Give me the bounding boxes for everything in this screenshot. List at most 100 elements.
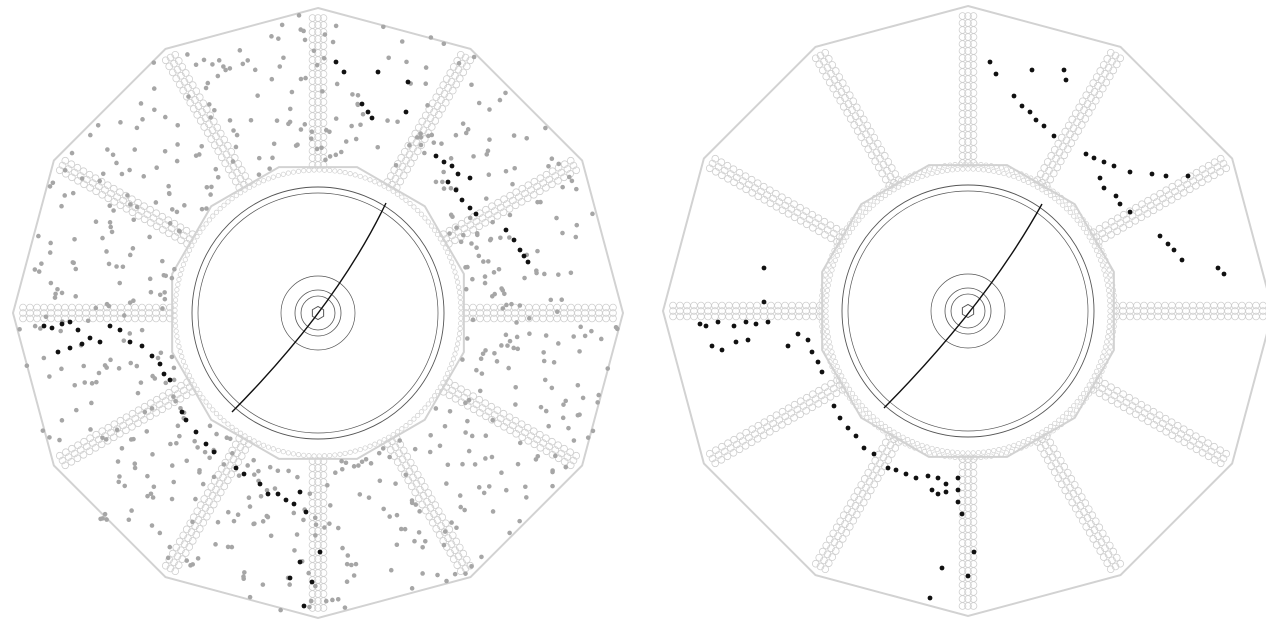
detector-cell	[883, 447, 891, 456]
detector-cell	[73, 454, 82, 463]
detector-cell	[563, 453, 572, 461]
detector-cell	[463, 216, 472, 225]
detector-cell	[101, 186, 109, 194]
detector-cell	[196, 501, 205, 509]
detector-cell	[881, 438, 890, 447]
detector-cell	[1099, 61, 1108, 69]
track-hit	[149, 353, 155, 359]
barrel-cell	[1094, 248, 1100, 254]
track-hit	[291, 501, 297, 507]
detector-cell	[191, 96, 199, 104]
barrel-cell	[372, 441, 378, 447]
barrel-cell	[177, 348, 183, 355]
background-hit	[422, 150, 427, 156]
background-hit	[483, 196, 489, 201]
detector-cell	[820, 57, 828, 66]
background-hit	[203, 85, 209, 91]
detector-cell	[1119, 403, 1128, 412]
detector-cell	[839, 511, 848, 520]
background-hit	[151, 60, 157, 65]
detector-cell	[517, 420, 526, 429]
barrel-cell	[828, 344, 834, 350]
barrel-cell	[362, 445, 368, 451]
barrel-cell	[824, 349, 830, 355]
background-hit	[134, 125, 140, 131]
detector-cell	[1040, 450, 1049, 458]
detector-cell	[527, 432, 535, 440]
background-hit	[205, 80, 211, 86]
background-hit	[507, 235, 512, 240]
detector-cell	[1140, 409, 1149, 417]
background-hit	[433, 406, 439, 411]
detector-cell	[835, 541, 844, 549]
track-hit	[831, 403, 837, 409]
detector-cell	[1104, 388, 1113, 396]
background-hit	[172, 266, 177, 272]
detector-cell	[417, 141, 426, 149]
barrel-cell	[200, 395, 206, 401]
barrel-cell	[1060, 202, 1066, 208]
background-hit	[471, 154, 476, 159]
detector-cell	[1134, 405, 1143, 414]
detector-cell	[1143, 404, 1152, 413]
background-hit	[190, 519, 195, 525]
barrel-cell	[1020, 177, 1027, 183]
track-hit	[993, 71, 999, 77]
background-hit	[241, 576, 246, 581]
background-hit	[322, 525, 327, 530]
detector-cell	[1047, 152, 1056, 160]
barrel-cell	[251, 182, 257, 188]
background-hit	[417, 509, 422, 514]
detector-cell	[870, 480, 879, 489]
detector-cell	[128, 409, 137, 418]
detector-cell	[964, 602, 972, 610]
barrel-cell	[172, 318, 178, 324]
detector-cell	[1084, 109, 1093, 117]
detector-cell	[832, 523, 841, 532]
barrel-cell	[864, 201, 870, 207]
background-hit	[309, 129, 315, 134]
detector-cell	[759, 431, 768, 440]
detector-cell	[852, 510, 861, 519]
background-hit	[110, 152, 116, 158]
background-hit	[513, 384, 518, 390]
detector-cell	[850, 121, 859, 129]
detector-spoke	[958, 455, 978, 610]
barrel-cell	[1064, 206, 1070, 212]
detector-cell	[469, 405, 478, 414]
detector-cell	[1104, 226, 1113, 234]
detector-cell	[386, 172, 395, 180]
detector-cell	[1171, 426, 1179, 435]
detector-cell	[1116, 559, 1125, 568]
barrel-cell	[229, 424, 235, 430]
background-hit	[169, 207, 175, 212]
barrel-cell	[186, 373, 193, 379]
detector-spoke	[811, 48, 903, 190]
background-hit	[426, 133, 431, 139]
detector-cell	[823, 388, 832, 396]
detector-cell	[1131, 216, 1140, 225]
background-hit	[106, 303, 112, 309]
background-hit	[335, 597, 341, 602]
detector-cell	[1162, 186, 1170, 195]
detector-cell	[1103, 559, 1112, 567]
background-hit	[465, 418, 470, 424]
track-hit	[935, 491, 941, 497]
barrel-cell	[841, 377, 847, 384]
background-hit	[465, 127, 471, 132]
detector-cell	[1219, 159, 1228, 168]
detector-cell	[1067, 139, 1076, 147]
background-hit	[233, 144, 239, 150]
detector-cell	[876, 459, 884, 468]
background-hit	[355, 92, 361, 98]
background-hit	[109, 229, 115, 235]
detector-cell	[554, 176, 562, 185]
background-hit	[245, 463, 250, 468]
detector-cell	[210, 141, 219, 149]
barrel-cell	[965, 166, 971, 172]
barrel-cell	[452, 269, 458, 275]
barrel-cell	[839, 243, 845, 249]
detector-cell	[152, 408, 161, 417]
barrel-cell	[853, 395, 859, 401]
detector-cell	[146, 412, 154, 421]
